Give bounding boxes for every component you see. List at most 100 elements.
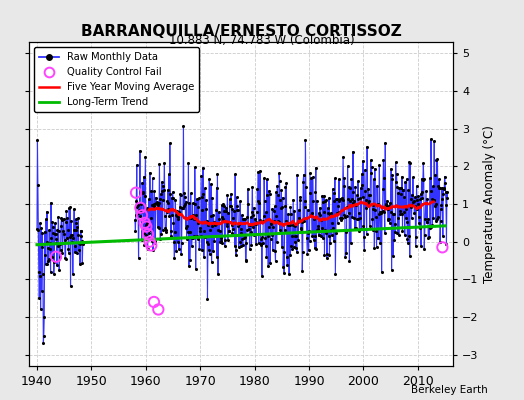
Point — [327, 209, 335, 216]
Point — [231, 242, 239, 249]
Point — [223, 220, 231, 226]
Point — [149, 247, 157, 253]
Point — [208, 195, 216, 201]
Point — [138, 180, 146, 186]
Point — [263, 192, 271, 198]
Point — [332, 196, 341, 202]
Point — [144, 206, 152, 212]
Point — [305, 227, 313, 234]
Point — [413, 206, 422, 212]
Point — [178, 205, 187, 211]
Point — [438, 196, 446, 202]
Point — [420, 246, 429, 252]
Point — [401, 179, 409, 185]
Point — [41, 252, 49, 258]
Point — [335, 198, 344, 205]
Point — [203, 218, 211, 224]
Point — [296, 217, 304, 224]
Point — [150, 188, 159, 194]
Point — [66, 204, 74, 210]
Point — [433, 156, 442, 162]
Point — [279, 194, 287, 201]
Point — [263, 176, 271, 182]
Point — [366, 222, 374, 229]
Point — [408, 192, 416, 198]
Point — [369, 206, 377, 212]
Point — [58, 250, 67, 256]
Point — [76, 261, 84, 267]
Point — [215, 216, 223, 223]
Point — [284, 211, 292, 217]
Point — [367, 164, 376, 170]
Point — [390, 221, 399, 228]
Point — [222, 208, 230, 214]
Point — [438, 244, 446, 250]
Point — [373, 183, 381, 189]
Point — [313, 227, 321, 234]
Point — [73, 224, 82, 230]
Point — [247, 242, 256, 248]
Text: 10.883 N, 74.783 W (Colombia): 10.883 N, 74.783 W (Colombia) — [169, 34, 355, 47]
Point — [181, 201, 190, 208]
Point — [161, 228, 170, 235]
Point — [156, 195, 164, 202]
Point — [38, 243, 46, 250]
Point — [389, 253, 397, 259]
Point — [283, 262, 291, 268]
Point — [436, 238, 444, 245]
Point — [198, 247, 206, 254]
Point — [186, 228, 194, 235]
Point — [421, 216, 429, 222]
Point — [318, 192, 326, 199]
Point — [248, 224, 257, 231]
Point — [275, 170, 283, 176]
Point — [397, 191, 405, 197]
Point — [330, 190, 338, 196]
Point — [205, 176, 213, 182]
Point — [174, 214, 182, 220]
Point — [218, 214, 226, 221]
Point — [366, 192, 375, 198]
Point — [244, 186, 252, 192]
Point — [158, 178, 166, 185]
Point — [272, 239, 281, 245]
Point — [301, 204, 309, 210]
Point — [294, 237, 302, 243]
Point — [410, 210, 419, 216]
Point — [33, 137, 41, 143]
Point — [336, 216, 345, 223]
Point — [382, 202, 390, 208]
Point — [188, 234, 196, 241]
Point — [42, 216, 50, 222]
Point — [219, 201, 227, 207]
Point — [405, 158, 413, 165]
Point — [400, 232, 409, 239]
Point — [286, 222, 294, 228]
Point — [356, 185, 365, 192]
Point — [243, 227, 251, 234]
Point — [219, 240, 227, 246]
Point — [316, 212, 324, 219]
Point — [358, 170, 366, 177]
Point — [325, 251, 334, 258]
Point — [134, 202, 142, 208]
Point — [387, 267, 396, 274]
Point — [247, 214, 255, 220]
Point — [320, 252, 329, 258]
Point — [307, 212, 315, 218]
Point — [155, 161, 163, 168]
Point — [306, 170, 314, 176]
Point — [182, 198, 190, 205]
Point — [72, 227, 81, 234]
Point — [75, 240, 83, 246]
Point — [234, 207, 242, 213]
Point — [371, 207, 379, 213]
Point — [190, 233, 199, 239]
Point — [392, 171, 401, 177]
Point — [361, 187, 369, 194]
Point — [404, 186, 412, 193]
Point — [265, 188, 273, 194]
Point — [359, 158, 367, 164]
Point — [407, 204, 416, 210]
Point — [339, 197, 347, 204]
